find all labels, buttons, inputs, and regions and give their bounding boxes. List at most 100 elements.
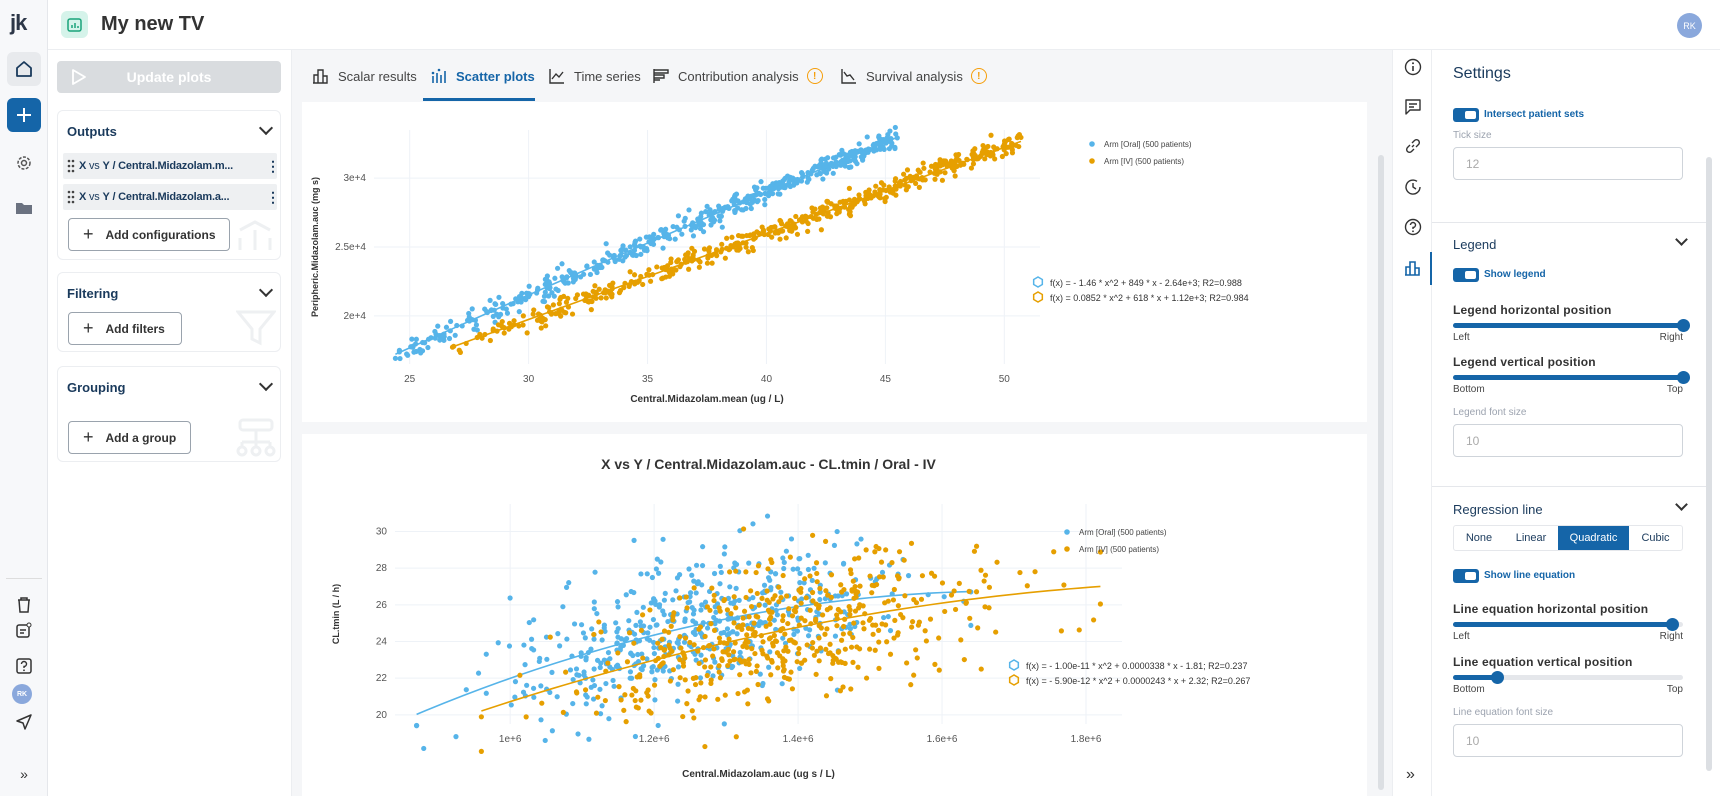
intersect-label: Intersect patient sets (1484, 109, 1585, 120)
tick-size-input[interactable]: 12 (1453, 147, 1683, 180)
data-point (737, 657, 743, 663)
data-point (554, 265, 561, 271)
more-icon[interactable]: ⋮ (266, 157, 280, 174)
send-button[interactable] (12, 710, 36, 734)
note-button[interactable] (12, 618, 36, 642)
data-point (675, 213, 682, 219)
data-point (687, 639, 693, 646)
add-configurations-button[interactable]: + Add configurations (68, 218, 230, 251)
data-point (588, 307, 594, 313)
chevron-down-icon[interactable] (258, 120, 274, 136)
new-button[interactable] (7, 98, 41, 132)
data-point (1097, 601, 1104, 607)
data-point (806, 176, 812, 182)
data-point (626, 630, 633, 636)
tab-scatter-plots[interactable]: Scatter plots (430, 62, 535, 90)
data-point (743, 594, 749, 601)
data-point (774, 612, 780, 618)
expand-icon[interactable]: » (20, 766, 28, 782)
data-point (1002, 139, 1008, 145)
chevron-down-icon[interactable] (1675, 498, 1688, 511)
legend-font-input[interactable]: 10 (1453, 424, 1683, 457)
tab-contribution-analysis[interactable]: Contribution analysis ! (652, 62, 823, 90)
data-point (524, 330, 530, 336)
help-button[interactable] (12, 654, 36, 678)
option-none[interactable]: None (1465, 532, 1493, 544)
data-point (683, 252, 689, 258)
option-cubic[interactable]: Cubic (1641, 532, 1670, 544)
option-linear[interactable]: Linear (1515, 532, 1547, 544)
y-tick-label: 24 (376, 637, 388, 648)
slider-knob[interactable] (1490, 671, 1504, 684)
user-avatar[interactable]: RK (1677, 13, 1702, 38)
legend-h-slider[interactable] (1453, 319, 1690, 332)
scatter-chart-2[interactable]: 1e+6 1.2e+6 1.4e+6 1.6e+6 1.8e+6 20 22 24 26 28 30… (302, 434, 1367, 796)
avatar[interactable]: RK (12, 684, 32, 704)
data-point (520, 313, 526, 319)
show-legend-toggle[interactable] (1453, 268, 1479, 282)
legend-label: Arm [Oral] (500 patients) (1104, 140, 1192, 149)
add-group-button[interactable]: + Add a group (68, 421, 191, 454)
settings-scrollbar[interactable] (1706, 157, 1712, 771)
data-point (788, 536, 795, 542)
help-icon[interactable] (1404, 218, 1422, 236)
more-icon[interactable]: ⋮ (266, 188, 280, 205)
data-point (831, 542, 838, 548)
data-point (717, 213, 723, 219)
main-scrollbar[interactable] (1378, 155, 1384, 790)
slider-knob[interactable] (1665, 618, 1679, 631)
folder-button[interactable] (12, 196, 36, 220)
expand-icon[interactable]: » (1406, 766, 1415, 783)
home-button[interactable] (7, 52, 41, 86)
output-item[interactable]: X vs Y / Central.Midazolam.a... ⋮ (63, 184, 280, 210)
data-point (640, 281, 646, 288)
eq-font-input[interactable]: 10 (1453, 724, 1683, 757)
show-equation-toggle[interactable] (1453, 569, 1479, 583)
slider-knob[interactable] (1677, 371, 1690, 384)
data-point (822, 631, 828, 637)
legend-v-slider[interactable] (1453, 371, 1690, 384)
data-point (678, 645, 684, 651)
drag-handle-icon[interactable] (67, 190, 75, 204)
add-filters-button[interactable]: + Add filters (68, 312, 182, 345)
intersect-toggle[interactable] (1453, 108, 1479, 122)
data-point (593, 289, 599, 295)
eq-v-slider[interactable] (1453, 671, 1683, 684)
slider-knob[interactable] (1677, 319, 1690, 332)
link-icon[interactable] (1404, 137, 1422, 155)
data-point (1091, 617, 1097, 623)
data-point (958, 637, 964, 643)
comment-icon[interactable] (1404, 98, 1422, 116)
active-tab-indicator (423, 98, 535, 101)
data-point (810, 165, 816, 171)
info-icon[interactable] (1404, 58, 1422, 76)
chevron-down-icon[interactable] (258, 282, 274, 298)
tab-survival-analysis[interactable]: Survival analysis ! (840, 62, 987, 90)
eq-h-slider[interactable] (1453, 618, 1683, 631)
option-quadratic[interactable]: Quadratic (1558, 526, 1629, 550)
update-plots-button[interactable]: Update plots (57, 61, 281, 93)
history-icon[interactable] (1404, 178, 1422, 196)
data-point (610, 677, 616, 684)
data-point (939, 177, 946, 183)
tab-time-series[interactable]: Time series (548, 62, 641, 90)
data-point (775, 665, 781, 671)
scatter-chart-1[interactable]: 25 30 35 40 45 50 2e+4 2.5e+4 3e+4 Central.Midazo… (302, 102, 1367, 422)
settings-button[interactable] (12, 151, 36, 175)
trash-button[interactable] (12, 593, 36, 617)
bar-chart-icon[interactable] (1404, 259, 1422, 277)
data-point (879, 137, 885, 143)
data-point (709, 260, 715, 266)
data-point (627, 669, 634, 675)
drag-handle-icon[interactable] (67, 159, 75, 173)
data-point (496, 294, 502, 300)
data-point (873, 147, 880, 153)
data-point (627, 269, 633, 275)
data-point (855, 664, 861, 670)
chevron-down-icon[interactable] (1675, 233, 1688, 246)
chevron-down-icon[interactable] (258, 376, 274, 392)
output-item[interactable]: X vs Y / Central.Midazolam.m... ⋮ (63, 153, 280, 179)
tab-scalar-results[interactable]: Scalar results (312, 62, 417, 90)
data-point (654, 264, 660, 270)
data-point (771, 224, 777, 230)
